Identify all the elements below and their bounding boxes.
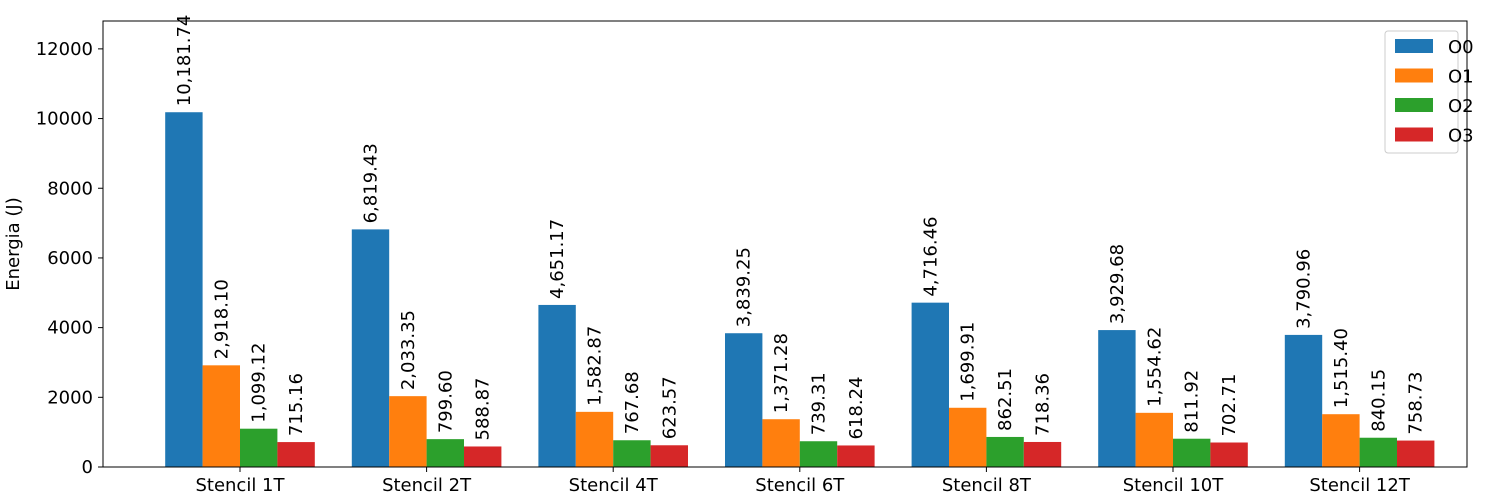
- x-axis: Stencil 1T Stencil 2T Stencil 4T Stencil 6T…: [195, 467, 1411, 496]
- bar-value-label: 1,582.87: [585, 326, 606, 406]
- bar-value-label: 3,839.25: [734, 247, 755, 327]
- x-tick-label: Stencil 4T: [569, 475, 659, 496]
- bar-o2-6: [1173, 438, 1211, 467]
- x-tick-label: Stencil 12T: [1309, 475, 1410, 496]
- plot-frame: [102, 20, 1468, 468]
- bar-value-label: 2,918.10: [211, 279, 232, 359]
- legend-swatch-o3: [1395, 127, 1433, 142]
- bar-o3-4: [837, 445, 875, 467]
- legend-label-o3: O3: [1448, 126, 1474, 147]
- bar-o1-1: [202, 365, 240, 467]
- bar-value-label: 1,699.91: [958, 322, 979, 402]
- bar-o3-3: [650, 445, 688, 467]
- legend: O0 O1 O2 O3: [1384, 30, 1474, 154]
- y-tick-label: 6000: [47, 248, 93, 269]
- bar-o0-4: [725, 333, 763, 467]
- bar-o3-1: [277, 442, 315, 467]
- bar-o0-6: [1098, 330, 1136, 467]
- bar-value-label: 718.36: [1033, 373, 1054, 436]
- bar-o0-3: [538, 304, 576, 467]
- bar-o0-2: [351, 229, 390, 467]
- bar-value-label: 702.71: [1219, 374, 1240, 437]
- bar-o2-2: [426, 439, 464, 467]
- bar-labels-layer: 10,181.74 2,918.10 1,099.12 715.16 6,819.43 2…: [174, 15, 1427, 441]
- bar-o2-1: [240, 428, 278, 467]
- legend-label-o2: O2: [1448, 96, 1474, 117]
- y-tick-label: 10000: [36, 109, 93, 130]
- bar-value-label: 758.73: [1406, 372, 1427, 435]
- bar-value-label: 588.87: [473, 377, 494, 440]
- bar-o0-5: [911, 302, 949, 467]
- bar-o1-5: [949, 407, 987, 467]
- bar-o2-4: [799, 441, 838, 467]
- legend-swatch-o2: [1395, 98, 1433, 112]
- bar-value-label: 623.57: [659, 376, 680, 439]
- bar-o0-7: [1284, 334, 1323, 467]
- y-axis: 0 2000 4000 6000 8000 10000 12000: [36, 39, 103, 478]
- bar-value-label: 4,651.17: [547, 219, 568, 299]
- bar-o1-2: [389, 396, 427, 467]
- bar-o1-4: [762, 419, 800, 467]
- bar-o2-7: [1359, 437, 1397, 467]
- y-tick-label: 8000: [47, 178, 93, 199]
- bar-value-label: 1,099.12: [249, 343, 270, 423]
- bar-o2-3: [613, 440, 651, 467]
- legend-frame: [1384, 30, 1459, 154]
- bar-value-label: 811.92: [1182, 370, 1203, 433]
- x-tick-label: Stencil 8T: [942, 475, 1032, 496]
- bar-value-label: 1,515.40: [1331, 328, 1352, 408]
- bar-o2-5: [986, 436, 1024, 467]
- y-tick-label: 12000: [36, 39, 93, 60]
- bar-value-label: 10,181.74: [174, 15, 195, 107]
- legend-label-o1: O1: [1448, 67, 1474, 88]
- bar-value-label: 862.51: [995, 368, 1016, 431]
- bar-value-label: 3,790.96: [1294, 249, 1315, 329]
- y-tick-label: 2000: [47, 387, 93, 408]
- bar-o0-1: [165, 112, 203, 467]
- x-tick-label: Stencil 10T: [1123, 475, 1224, 496]
- bar-o3-6: [1210, 442, 1248, 467]
- bar-value-label: 4,716.46: [920, 217, 941, 297]
- bar-o1-7: [1322, 414, 1360, 467]
- legend-label-o0: O0: [1448, 37, 1474, 58]
- bar-value-label: 6,819.43: [361, 143, 382, 223]
- bar-value-label: 840.15: [1368, 369, 1389, 432]
- legend-swatch-o1: [1395, 68, 1433, 83]
- bar-value-label: 715.16: [286, 373, 307, 436]
- y-axis-title: Energia (J): [3, 197, 24, 290]
- bar-value-label: 618.24: [846, 376, 867, 439]
- y-tick-label: 0: [82, 457, 93, 478]
- bar-value-label: 2,033.35: [398, 310, 419, 390]
- x-tick-label: Stencil 2T: [382, 475, 472, 496]
- legend-swatch-o0: [1395, 39, 1433, 53]
- bar-value-label: 739.31: [809, 372, 830, 435]
- bar-o3-5: [1023, 441, 1062, 467]
- y-tick-label: 4000: [47, 318, 93, 339]
- bar-o3-7: [1397, 440, 1435, 467]
- bar-o1-3: [575, 411, 614, 467]
- bar-value-label: 799.60: [435, 370, 456, 433]
- bar-o1-6: [1135, 412, 1173, 467]
- bar-value-label: 3,929.68: [1107, 244, 1128, 324]
- x-tick-label: Stencil 1T: [195, 475, 285, 496]
- bar-value-label: 1,554.62: [1144, 327, 1165, 407]
- bar-value-label: 1,371.28: [771, 333, 792, 413]
- bars-layer: [165, 112, 1435, 467]
- bar-value-label: 767.68: [622, 371, 643, 434]
- bar-o3-2: [464, 446, 502, 467]
- x-tick-label: Stencil 6T: [755, 475, 845, 496]
